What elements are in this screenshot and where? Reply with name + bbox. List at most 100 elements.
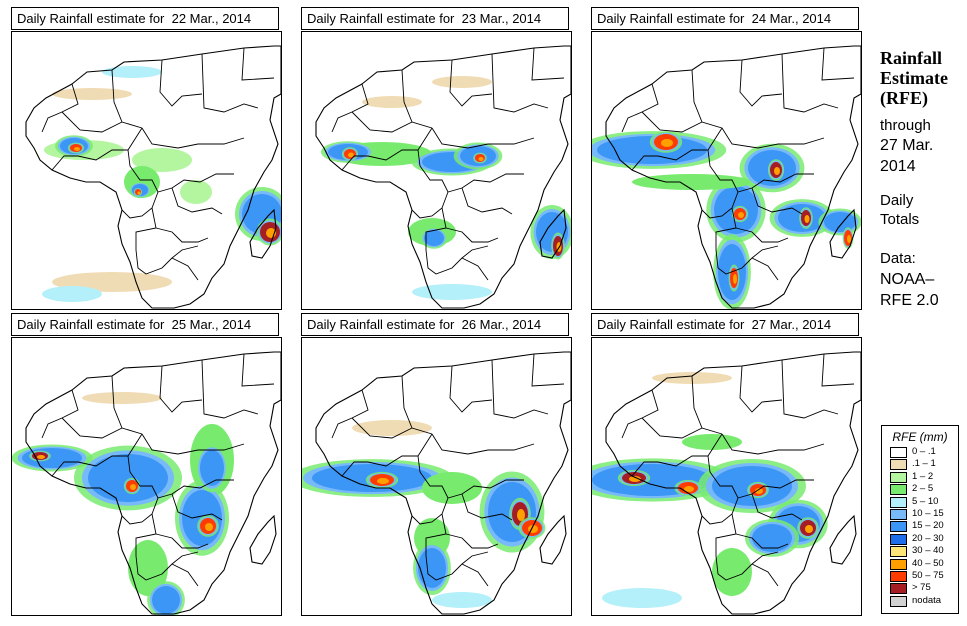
country-border xyxy=(721,433,825,455)
legend-label: nodata xyxy=(912,594,942,606)
through-label: through xyxy=(880,117,931,134)
country-border xyxy=(445,227,499,243)
country-border xyxy=(751,187,803,215)
country-border xyxy=(135,245,199,275)
rain-area xyxy=(42,286,102,302)
rain-core xyxy=(205,523,213,531)
rainfall-map xyxy=(591,337,862,616)
country-border xyxy=(425,551,489,581)
legend-item: 30 – 40 xyxy=(890,545,956,558)
country-border xyxy=(331,83,369,133)
country-border xyxy=(751,257,779,281)
country-border xyxy=(111,375,143,435)
rain-area xyxy=(152,586,180,614)
rain-core xyxy=(348,152,354,158)
africa-map-svg xyxy=(592,351,861,615)
legend-item: 15 – 20 xyxy=(890,520,956,533)
rain-core xyxy=(755,488,763,494)
country-border xyxy=(121,497,159,525)
country-border xyxy=(159,59,203,107)
legend-swatch xyxy=(890,558,907,570)
country-border xyxy=(715,513,737,556)
rain-core xyxy=(517,509,525,521)
africa-map-svg xyxy=(25,45,281,309)
country-border xyxy=(171,187,223,215)
period-line: Totals xyxy=(880,211,920,228)
legend-swatch xyxy=(890,459,907,471)
rain-core xyxy=(847,235,851,243)
panel-title: Daily Rainfall estimate for 25 Mar., 201… xyxy=(11,313,279,336)
country-border xyxy=(171,493,223,521)
country-border xyxy=(461,563,489,587)
panel-title: Daily Rainfall estimate for 27 Mar., 201… xyxy=(591,313,859,336)
legend-label: 10 – 15 xyxy=(912,508,944,519)
country-border xyxy=(431,127,535,149)
country-border xyxy=(171,563,199,587)
legend-swatch xyxy=(890,533,907,545)
legend-title: RFE (mm) xyxy=(892,430,948,444)
rain-area xyxy=(132,148,192,172)
legend-label: > 75 xyxy=(912,582,931,594)
legend-swatch xyxy=(890,509,907,520)
rainfall-map xyxy=(11,31,282,310)
rain-core xyxy=(37,455,45,459)
source-name: NOAA– RFE 2.0 xyxy=(880,269,939,311)
country-border xyxy=(159,365,203,413)
legend-swatch xyxy=(890,471,907,483)
country-border xyxy=(135,207,157,250)
country-border xyxy=(821,47,855,81)
country-border xyxy=(707,455,814,499)
country-border xyxy=(641,111,703,133)
rain-area xyxy=(200,450,224,486)
country-border xyxy=(735,533,789,549)
rain-core xyxy=(478,157,484,161)
country-border xyxy=(425,207,447,250)
rain-area xyxy=(128,540,168,596)
rain-area xyxy=(752,524,792,552)
legend-item: 2 – 5 xyxy=(890,483,956,496)
africa-map-svg xyxy=(592,45,861,309)
legend-item: 5 – 10 xyxy=(890,496,956,509)
rain-core xyxy=(805,525,813,533)
country-border xyxy=(701,497,739,525)
country-border xyxy=(461,257,489,281)
rain-area xyxy=(418,548,446,588)
country-border xyxy=(241,47,275,81)
country-border xyxy=(241,353,275,387)
country-border xyxy=(449,59,493,107)
rain-core xyxy=(130,484,136,490)
country-border xyxy=(121,191,159,219)
rain-area xyxy=(102,66,162,78)
madagascar-coastline xyxy=(249,514,277,565)
legend-swatch xyxy=(890,583,907,595)
legend-item: 20 – 30 xyxy=(890,533,956,546)
country-border xyxy=(135,551,199,581)
country-border xyxy=(707,149,814,193)
legend-item: 40 – 50 xyxy=(890,558,956,571)
rainfall-map xyxy=(11,337,282,616)
rain-area xyxy=(88,454,168,502)
legend-label: .1 – 1 xyxy=(912,458,936,470)
country-border xyxy=(425,513,447,556)
country-border xyxy=(751,493,803,521)
rain-core xyxy=(684,486,694,492)
country-border xyxy=(701,191,739,219)
rain-area xyxy=(432,592,492,608)
legend-item: .1 – 1 xyxy=(890,458,956,471)
country-border xyxy=(417,149,524,193)
rainfall-map xyxy=(301,337,572,616)
legend-label: 15 – 20 xyxy=(912,520,944,532)
product-title: Rainfall Estimate (RFE) xyxy=(880,48,948,108)
country-border xyxy=(531,47,565,81)
legend-label: 0 – .1 xyxy=(912,446,936,457)
country-border xyxy=(431,433,535,455)
legend-item: 1 – 2 xyxy=(890,471,956,484)
country-border xyxy=(401,69,433,129)
rain-core xyxy=(738,212,744,218)
rain-area xyxy=(712,548,752,596)
legend-swatch xyxy=(890,484,907,496)
country-border xyxy=(41,389,79,439)
country-border xyxy=(141,127,245,149)
madagascar-coastline xyxy=(539,514,567,565)
country-border xyxy=(461,187,513,215)
